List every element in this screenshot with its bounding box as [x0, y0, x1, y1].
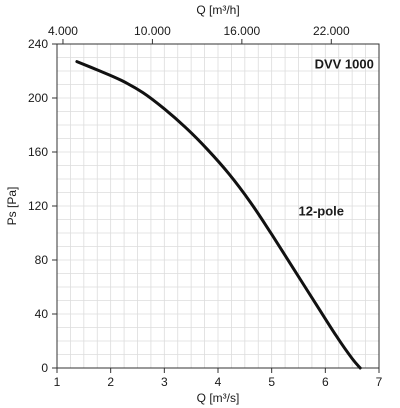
- top-x-tick-label: 22.000: [313, 24, 350, 38]
- x-tick-label: 7: [376, 375, 383, 389]
- top-x-tick-label: 4.000: [48, 24, 78, 38]
- y-tick-label: 240: [28, 37, 48, 51]
- x-tick-label: 6: [322, 375, 329, 389]
- x-tick-label: 5: [268, 375, 275, 389]
- y-axis-label: Ps [Pa]: [5, 187, 19, 226]
- y-tick-label: 160: [28, 145, 48, 159]
- y-tick-label: 40: [35, 307, 49, 321]
- y-tick-label: 80: [35, 253, 49, 267]
- curve-label: 12-pole: [299, 203, 345, 218]
- x-tick-label: 2: [107, 375, 114, 389]
- series-group: [75, 60, 362, 370]
- series-line-12-pole: [75, 60, 362, 370]
- top-x-axis-label: Q [m³/h]: [196, 3, 239, 17]
- y-tick-label: 0: [41, 361, 48, 375]
- top-x-tick-label: 16.000: [224, 24, 261, 38]
- x-tick-label: 3: [161, 375, 168, 389]
- top-x-tick-labels: 4.000 10.000 16.000 22.000: [48, 24, 350, 38]
- x-tick-labels: 1 2 3 4 5 6 7: [54, 375, 383, 389]
- y-tick-label: 120: [28, 199, 48, 213]
- axis-ticks: [52, 39, 380, 373]
- y-tick-label: 200: [28, 91, 48, 105]
- y-tick-labels: 0 40 80 120 160 200 240: [28, 37, 48, 375]
- x-tick-label: 4: [215, 375, 222, 389]
- model-label: DVV 1000: [315, 56, 374, 71]
- x-tick-label: 1: [54, 375, 61, 389]
- x-axis-label: Q [m³/s]: [197, 391, 240, 405]
- top-x-tick-label: 10.000: [134, 24, 171, 38]
